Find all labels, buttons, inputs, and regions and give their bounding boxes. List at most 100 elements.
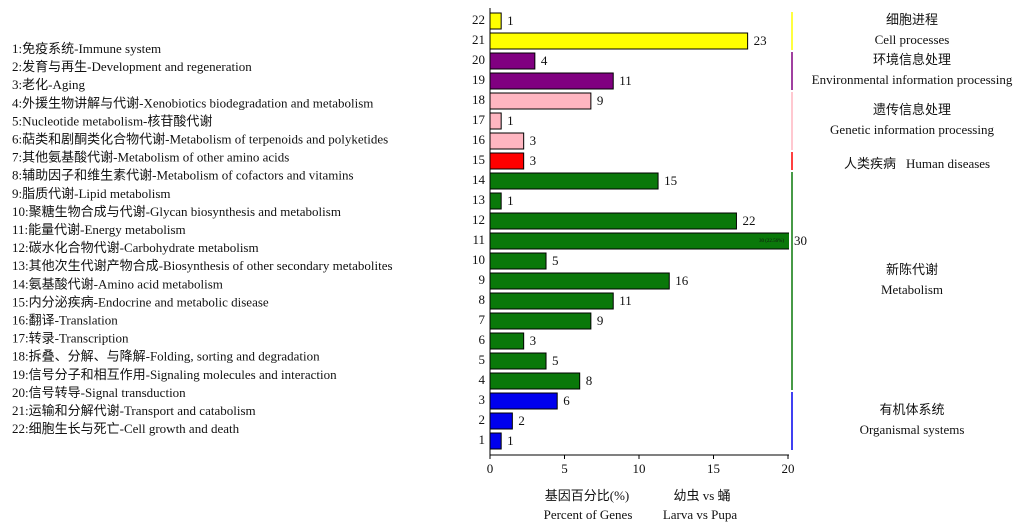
value-label: 9 bbox=[597, 93, 604, 108]
legend-item: 3:老化-Aging bbox=[12, 77, 85, 92]
y-tick-label: 1 bbox=[479, 432, 486, 447]
group-label-en: Human diseases bbox=[906, 156, 990, 171]
y-tick-label: 11 bbox=[472, 232, 485, 247]
x-tick-label: 0 bbox=[487, 461, 494, 476]
value-label: 3 bbox=[530, 333, 537, 348]
bar bbox=[489, 372, 581, 390]
y-tick-label: 14 bbox=[472, 172, 486, 187]
bar bbox=[489, 252, 547, 270]
x-tick-label: 10 bbox=[633, 461, 646, 476]
bar bbox=[489, 32, 749, 50]
y-tick-label: 22 bbox=[472, 12, 485, 27]
group-label-en: Cell processes bbox=[875, 32, 950, 47]
y-tick-label: 13 bbox=[472, 192, 485, 207]
value-label: 2 bbox=[518, 413, 525, 428]
group-label-en: Genetic information processing bbox=[830, 122, 994, 137]
legend-item: 9:脂质代谢-Lipid metabolism bbox=[12, 186, 171, 201]
y-tick-label: 4 bbox=[479, 372, 486, 387]
x-tick-label: 20 bbox=[782, 461, 795, 476]
y-tick-label: 15 bbox=[472, 152, 485, 167]
legend-item: 19:信号分子和相互作用-Signaling molecules and int… bbox=[12, 367, 337, 382]
legend-item: 17:转录-Transcription bbox=[12, 331, 129, 346]
value-label: 5 bbox=[552, 253, 559, 268]
bar bbox=[489, 232, 789, 250]
value-label: 22 bbox=[742, 213, 755, 228]
y-tick-label: 18 bbox=[472, 92, 485, 107]
legend-item: 10:聚糖生物合成与代谢-Glycan biosynthesis and met… bbox=[12, 204, 341, 219]
y-tick-label: 6 bbox=[479, 332, 486, 347]
value-label: 9 bbox=[597, 313, 604, 328]
value-label: 3 bbox=[530, 153, 537, 168]
y-tick-label: 9 bbox=[479, 272, 486, 287]
group-label-cn: 新陈代谢 bbox=[886, 262, 938, 277]
group-label-en: Environmental information processing bbox=[812, 72, 1013, 87]
legend-item: 6:萜类和剧酮类化合物代谢-Metabolism of terpenoids a… bbox=[12, 131, 388, 146]
legend-item: 1:免疫系统-Immune system bbox=[12, 41, 161, 56]
value-label: 11 bbox=[619, 293, 632, 308]
value-label: 8 bbox=[586, 373, 593, 388]
legend-item: 21:运输和分解代谢-Transport and catabolism bbox=[12, 403, 256, 418]
legend-item: 12:碳水化合物代谢-Carbohydrate metabolism bbox=[12, 240, 259, 255]
y-tick-label: 2 bbox=[479, 412, 486, 427]
x-label-en: Percent of Genes bbox=[544, 507, 633, 522]
legend-item: 5:Nucleotide metabolism-核苷酸代谢 bbox=[12, 113, 212, 128]
group-label-cn: 人类疾病 bbox=[844, 156, 896, 171]
legend-item: 20:信号转导-Signal transduction bbox=[12, 385, 186, 400]
value-label: 1 bbox=[507, 193, 514, 208]
bar bbox=[489, 392, 558, 410]
legend-item: 15:内分泌疾病-Endocrine and metabolic disease bbox=[12, 294, 269, 309]
bar bbox=[489, 52, 536, 70]
group-label-cn: 遗传信息处理 bbox=[873, 102, 951, 117]
y-tick-label: 3 bbox=[479, 392, 486, 407]
value-label: 16 bbox=[675, 273, 689, 288]
comparison-en: Larva vs Pupa bbox=[663, 507, 738, 522]
bar bbox=[489, 132, 525, 150]
bar bbox=[489, 412, 513, 430]
bar bbox=[489, 312, 592, 330]
value-label: 30 bbox=[794, 233, 807, 248]
bar-annotation: 30 (22.56%) bbox=[759, 239, 784, 244]
group-label-en: Organismal systems bbox=[860, 422, 965, 437]
y-tick-label: 20 bbox=[472, 52, 485, 67]
bar bbox=[489, 432, 502, 450]
bar bbox=[489, 112, 502, 130]
value-label: 5 bbox=[552, 353, 559, 368]
value-label: 1 bbox=[507, 433, 514, 448]
group-label-cn: 环境信息处理 bbox=[873, 52, 951, 67]
bar bbox=[489, 352, 547, 370]
legend-item: 8:辅助因子和维生素代谢-Metabolism of cofactors and… bbox=[12, 168, 354, 183]
bar bbox=[489, 332, 525, 350]
legend-item: 2:发育与再生-Development and regeneration bbox=[12, 59, 252, 74]
y-tick-label: 19 bbox=[472, 72, 485, 87]
legend-item: 16:翻译-Translation bbox=[12, 312, 118, 327]
legend-item: 14:氨基酸代谢-Amino acid metabolism bbox=[12, 276, 223, 291]
x-label-cn: 基因百分比(%) bbox=[545, 488, 630, 503]
bar bbox=[489, 172, 659, 190]
value-label: 6 bbox=[563, 393, 570, 408]
value-label: 1 bbox=[507, 113, 514, 128]
group-label-cn: 有机体系统 bbox=[879, 402, 944, 417]
bar bbox=[489, 212, 737, 230]
value-label: 11 bbox=[619, 73, 632, 88]
x-tick-label: 5 bbox=[561, 461, 568, 476]
value-label: 23 bbox=[754, 33, 767, 48]
legend-item: 7:其他氨基酸代谢-Metabolism of other amino acid… bbox=[12, 150, 289, 165]
legend-item: 18:拆叠、分解、与降解-Folding, sorting and degrad… bbox=[12, 349, 320, 364]
bar bbox=[489, 152, 525, 170]
value-label: 15 bbox=[664, 173, 677, 188]
legend-item: 4:外援生物讲解与代谢-Xenobiotics biodegradation a… bbox=[12, 95, 373, 110]
legend-item: 11:能量代谢-Energy metabolism bbox=[12, 222, 186, 237]
bar bbox=[489, 92, 592, 110]
group-label-en: Metabolism bbox=[881, 282, 943, 297]
legend-item: 22:细胞生长与死亡-Cell growth and death bbox=[12, 421, 240, 436]
y-tick-label: 7 bbox=[479, 312, 486, 327]
y-tick-label: 5 bbox=[479, 352, 486, 367]
y-tick-label: 10 bbox=[472, 252, 485, 267]
bar bbox=[489, 292, 614, 310]
comparison-cn: 幼虫 vs 蛹 bbox=[673, 488, 730, 503]
bar bbox=[489, 12, 502, 30]
y-tick-label: 8 bbox=[479, 292, 486, 307]
value-label: 1 bbox=[507, 13, 514, 28]
bar bbox=[489, 272, 670, 290]
